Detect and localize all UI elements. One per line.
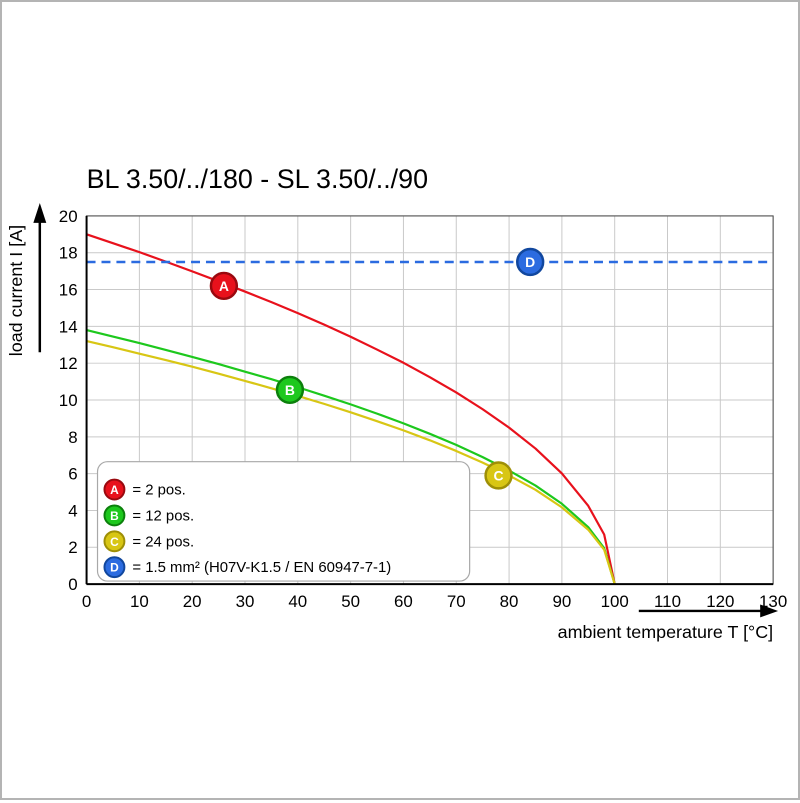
x-tick-label: 0 <box>82 592 91 611</box>
x-tick-label: 10 <box>130 592 149 611</box>
marker-B: B <box>275 375 305 405</box>
y-tick-label: 14 <box>59 317 78 336</box>
x-tick-label: 70 <box>447 592 466 611</box>
curve-B <box>86 328 616 585</box>
x-axis-label: ambient temperature T [°C] <box>558 622 774 642</box>
marker-letter-D: D <box>525 254 535 270</box>
marker-circle-D <box>516 247 545 277</box>
legend-label-D: = 1.5 mm² (H07V-K1.5 / EN 60947-7-1) <box>132 559 391 576</box>
x-tick-label: 40 <box>288 592 307 611</box>
legend-marker-A <box>103 478 126 501</box>
y-tick-label: 12 <box>59 354 78 373</box>
marker-D: D <box>516 247 545 277</box>
curve-markers: A B C D <box>209 247 545 490</box>
legend-marker-C <box>103 530 126 553</box>
curve-C <box>86 340 616 585</box>
marker-circle-A <box>209 271 239 301</box>
y-tick-label: 6 <box>68 465 77 484</box>
x-tick-label: 60 <box>394 592 413 611</box>
y-tick-labels: 0 2 4 6 8 10 12 14 16 18 20 <box>59 207 78 594</box>
x-tick-label: 90 <box>552 592 571 611</box>
y-tick-label: 0 <box>68 575 77 594</box>
legend-item-D: D = 1.5 mm² (H07V-K1.5 / EN 60947-7-1) <box>103 556 391 579</box>
y-tick-label: 18 <box>59 244 78 263</box>
legend-label-C: = 24 pos. <box>132 533 194 550</box>
y-axis-arrow-icon <box>33 202 47 353</box>
y-axis-label: load current I [A] <box>6 225 26 356</box>
curves <box>86 233 774 585</box>
x-axis-arrow-icon <box>638 604 779 618</box>
legend-letter-C: C <box>110 535 119 549</box>
y-tick-label: 4 <box>68 501 77 520</box>
legend-marker-B <box>103 504 126 527</box>
marker-letter-B: B <box>285 382 295 398</box>
legend-label-B: = 12 pos. <box>132 507 194 524</box>
legend-marker-D <box>103 556 126 579</box>
x-tick-label: 30 <box>236 592 255 611</box>
y-tick-label: 20 <box>59 207 78 226</box>
y-tick-label: 16 <box>59 281 78 300</box>
legend-box <box>96 461 471 582</box>
x-tick-labels: 0 10 20 30 40 50 60 70 80 90 100 110 120 130 <box>82 592 787 611</box>
y-tick-label: 10 <box>59 391 78 410</box>
marker-letter-A: A <box>219 278 229 294</box>
marker-C: C <box>484 461 513 490</box>
legend-item-A: A = 2 pos. <box>103 478 186 501</box>
y-tick-label: 8 <box>68 428 77 447</box>
legend-letter-D: D <box>110 561 119 575</box>
y-tick-label: 2 <box>68 538 77 557</box>
x-tick-label: 120 <box>706 592 734 611</box>
legend: A = 2 pos. B = 12 pos. C = 24 pos. D = 1.5 mm² … <box>96 461 471 582</box>
marker-circle-B <box>275 375 305 405</box>
legend-letter-A: A <box>110 483 119 497</box>
x-tick-label: 100 <box>601 592 629 611</box>
marker-circle-C <box>484 461 513 490</box>
legend-item-C: C = 24 pos. <box>103 530 194 553</box>
legend-label-A: = 2 pos. <box>132 482 185 499</box>
x-tick-label: 80 <box>500 592 519 611</box>
x-tick-label: 50 <box>341 592 360 611</box>
legend-letter-B: B <box>110 509 119 523</box>
marker-A: A <box>209 271 239 301</box>
legend-item-B: B = 12 pos. <box>103 504 194 527</box>
curve-A <box>86 233 616 585</box>
chart-title: BL 3.50/../180 - SL 3.50/../90 <box>87 164 428 194</box>
x-tick-label: 110 <box>654 592 681 611</box>
x-tick-label: 20 <box>183 592 202 611</box>
x-tick-label: 130 <box>759 592 787 611</box>
marker-letter-C: C <box>493 467 503 483</box>
